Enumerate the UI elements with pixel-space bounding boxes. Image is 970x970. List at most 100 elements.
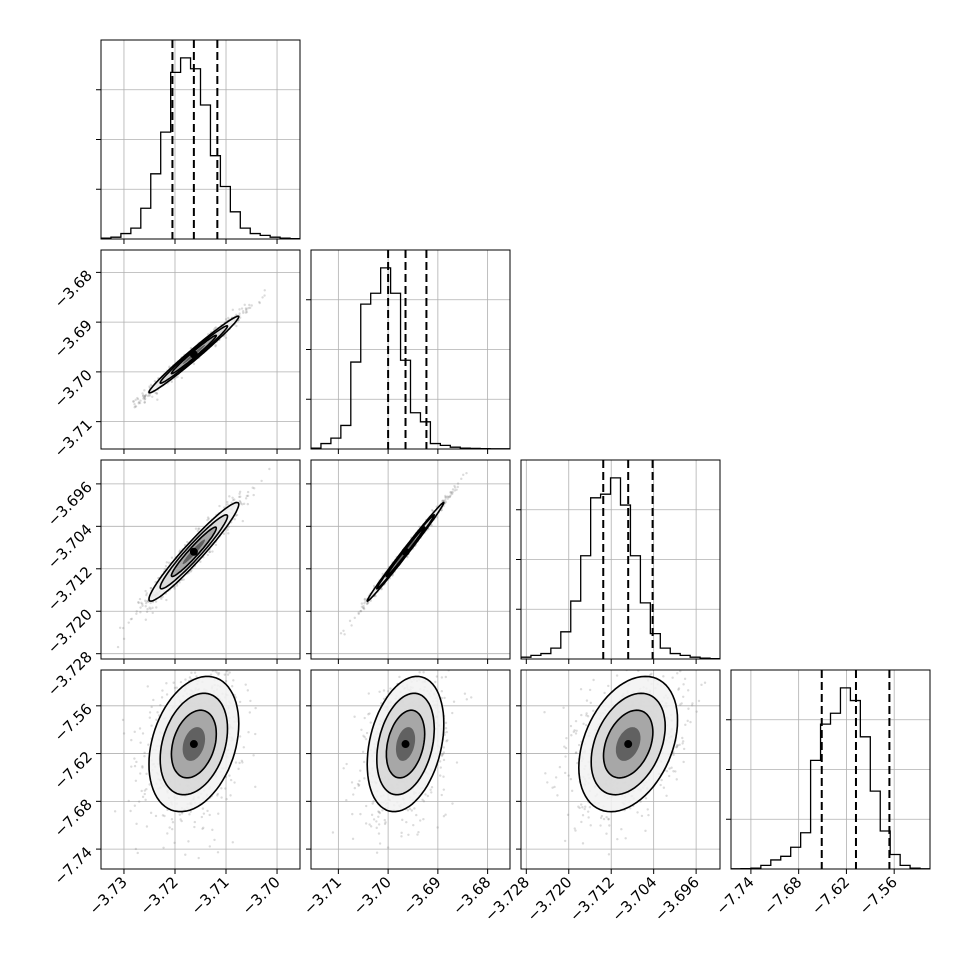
scatter-point bbox=[173, 585, 176, 589]
scatter-point bbox=[184, 853, 187, 856]
scatter-point bbox=[142, 397, 145, 400]
scatter-point bbox=[192, 362, 196, 366]
scatter-point bbox=[244, 307, 248, 310]
scatter-point bbox=[155, 606, 158, 609]
scatter-point bbox=[417, 830, 420, 834]
scatter-point bbox=[342, 629, 345, 632]
scatter-point bbox=[254, 785, 257, 789]
y-tick-label: −7.56 bbox=[51, 700, 96, 745]
scatter-point bbox=[246, 494, 250, 498]
scatter-point bbox=[392, 667, 394, 669]
scatter-point bbox=[243, 666, 245, 668]
scatter-point bbox=[675, 778, 678, 781]
scatter-point bbox=[261, 296, 264, 299]
scatter-point bbox=[235, 513, 239, 517]
scatter-point bbox=[187, 651, 189, 653]
scatter-point bbox=[371, 802, 374, 805]
scatter-point bbox=[440, 696, 444, 700]
scatter-point bbox=[574, 829, 577, 832]
scatter-point bbox=[441, 499, 445, 502]
scatter-point bbox=[383, 818, 386, 822]
scatter-point bbox=[216, 794, 219, 797]
scatter-point bbox=[134, 847, 138, 851]
scatter-point bbox=[368, 823, 371, 826]
scatter-point bbox=[189, 346, 193, 350]
scatter-point bbox=[378, 690, 381, 693]
scatter-point bbox=[148, 385, 151, 388]
scatter-point bbox=[440, 793, 443, 797]
scatter-point bbox=[463, 692, 467, 695]
scatter-point bbox=[138, 401, 142, 405]
scatter-point bbox=[145, 593, 148, 597]
scatter-point bbox=[345, 762, 348, 766]
scatter-point bbox=[130, 765, 133, 768]
scatter-point bbox=[443, 662, 445, 664]
scatter-point bbox=[133, 764, 137, 768]
scatter-point bbox=[190, 671, 193, 675]
scatter-point bbox=[363, 602, 366, 605]
scatter-point bbox=[357, 784, 360, 787]
scatter-point bbox=[445, 740, 448, 743]
scatter-point bbox=[134, 779, 138, 782]
scatter-point bbox=[660, 778, 663, 782]
scatter-point bbox=[357, 612, 360, 616]
scatter-point bbox=[197, 527, 200, 530]
scatter-point bbox=[154, 814, 158, 818]
scatter-point bbox=[351, 837, 355, 841]
scatter-point bbox=[143, 397, 147, 401]
scatter-point bbox=[230, 685, 234, 688]
scatter-point bbox=[136, 396, 139, 400]
scatter-point bbox=[421, 663, 423, 665]
scatter-point bbox=[143, 754, 146, 758]
scatter-point bbox=[331, 831, 335, 834]
scatter-panel-1-0: −3.71−3.70−3.69−3.68 bbox=[51, 249, 301, 461]
scatter-point bbox=[268, 467, 271, 471]
scatter-point bbox=[161, 689, 164, 692]
scatter-point bbox=[358, 779, 361, 783]
scatter-point bbox=[242, 655, 244, 657]
scatter-point bbox=[442, 758, 446, 762]
scatter-point bbox=[155, 718, 158, 722]
scatter-point bbox=[444, 675, 448, 679]
scatter-point bbox=[144, 394, 147, 397]
scatter-point bbox=[206, 516, 210, 519]
scatter-point bbox=[244, 497, 248, 500]
scatter-point bbox=[434, 680, 437, 684]
scatter-point bbox=[377, 810, 380, 813]
scatter-point bbox=[248, 303, 251, 307]
scatter-point bbox=[369, 599, 372, 602]
scatter-point bbox=[148, 606, 151, 609]
density-peak bbox=[189, 740, 198, 749]
scatter-point bbox=[442, 746, 446, 749]
scatter-point bbox=[135, 760, 138, 764]
scatter-point bbox=[193, 825, 196, 829]
scatter-point bbox=[203, 666, 205, 668]
scatter-point bbox=[362, 606, 365, 610]
scatter-point bbox=[444, 498, 447, 502]
scatter-point bbox=[162, 846, 165, 850]
y-tick-label: −3.69 bbox=[51, 316, 96, 361]
scatter-point bbox=[214, 670, 217, 673]
scatter-point bbox=[233, 518, 236, 521]
scatter-point bbox=[416, 833, 419, 836]
scatter-point bbox=[141, 604, 144, 608]
scatter-point bbox=[155, 392, 158, 395]
scatter-point bbox=[246, 490, 250, 494]
scatter-point bbox=[208, 550, 212, 554]
scatter-point bbox=[367, 713, 370, 716]
scatter-point bbox=[408, 807, 412, 811]
scatter-point bbox=[449, 491, 452, 494]
scatter-point bbox=[679, 703, 682, 706]
scatter-point bbox=[135, 822, 138, 826]
scatter-point bbox=[201, 638, 203, 640]
scatter-point bbox=[372, 584, 376, 588]
x-tick-label: −3.70 bbox=[239, 873, 284, 918]
scatter-point bbox=[377, 810, 381, 814]
scatter-point bbox=[143, 398, 146, 401]
scatter-point bbox=[406, 809, 410, 812]
scatter-point bbox=[224, 787, 227, 790]
scatter-point bbox=[422, 671, 425, 674]
scatter-point bbox=[339, 632, 343, 635]
scatter-point bbox=[364, 822, 368, 825]
scatter-point bbox=[175, 584, 179, 587]
